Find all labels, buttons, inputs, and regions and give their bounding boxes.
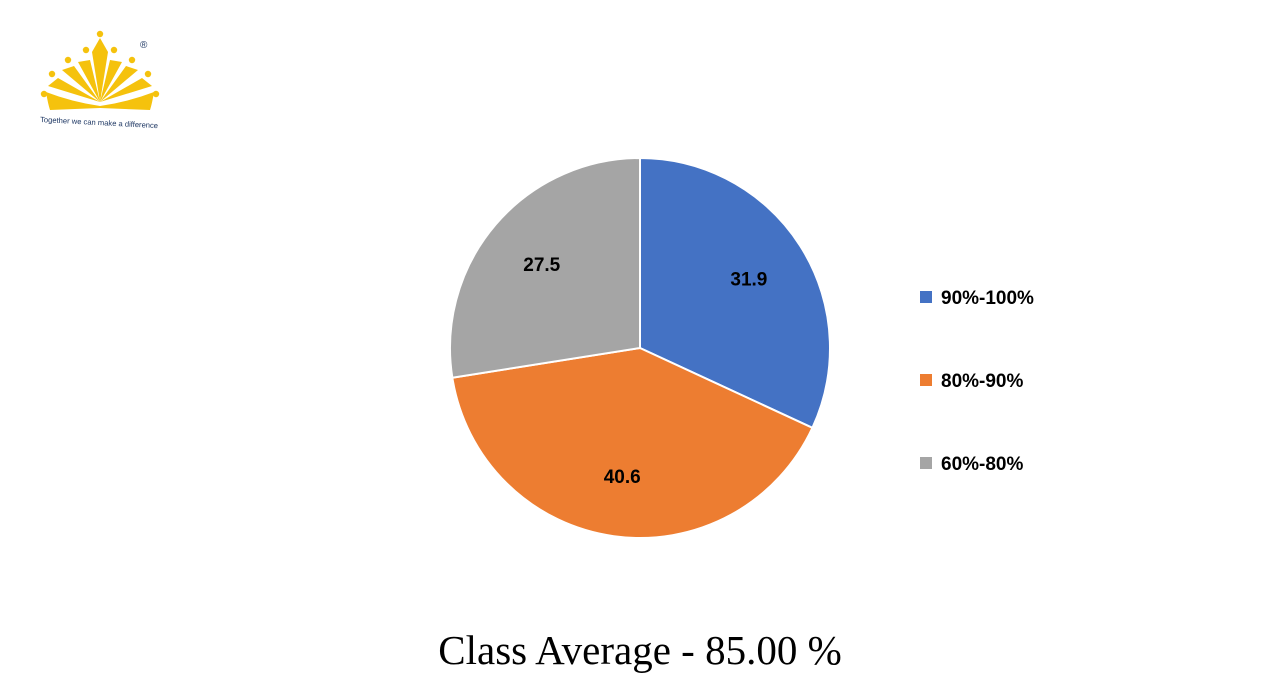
legend-swatch-60%-80% xyxy=(920,457,932,469)
chart-legend: 90%-100% 80%-90% 60%-80% xyxy=(920,288,1034,475)
pie-data-labels: 31.9 40.6 27.5 xyxy=(523,255,767,488)
data-label-80%-90%: 40.6 xyxy=(604,467,641,488)
pie-slices xyxy=(449,156,831,539)
legend-swatch-80%-90% xyxy=(920,374,932,386)
legend-label-80%-90%: 80%-90% xyxy=(941,371,1023,392)
class-average-caption: Class Average - 85.00 % xyxy=(438,627,842,673)
legend-swatch-90%-100% xyxy=(920,291,932,303)
data-label-90%-100%: 31.9 xyxy=(730,269,767,290)
pie-slice-80%-90% xyxy=(451,346,814,539)
registered-mark: ® xyxy=(140,40,148,51)
pie-slice-90%-100% xyxy=(639,156,831,430)
legend-label-90%-100%: 90%-100% xyxy=(941,288,1034,309)
sun-rays-icon xyxy=(40,30,160,110)
sun-logo: ® Together we can make a difference xyxy=(40,30,160,130)
legend-label-60%-80%: 60%-80% xyxy=(941,454,1023,475)
data-label-60%-80%: 27.5 xyxy=(523,255,560,276)
pie-slice-60%-80% xyxy=(449,156,641,379)
